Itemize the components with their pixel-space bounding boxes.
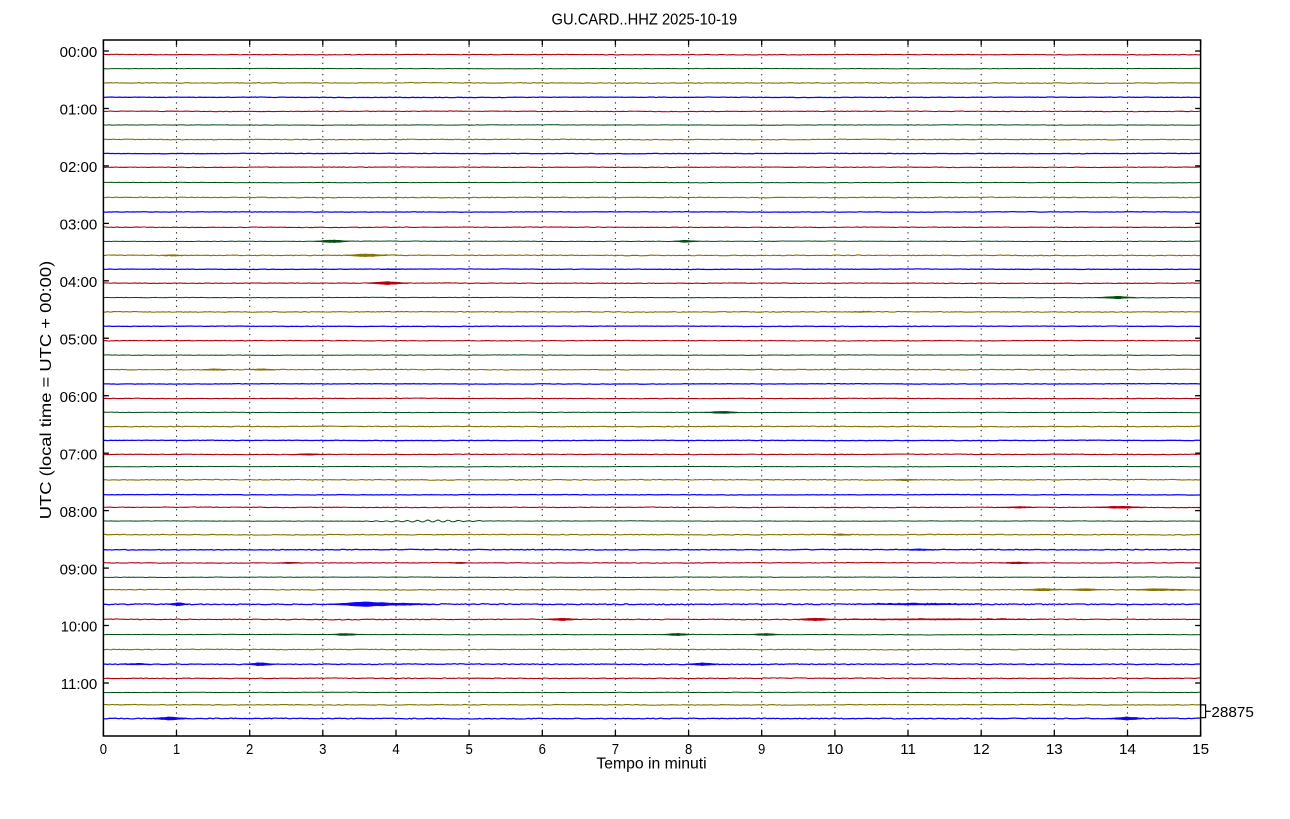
svg-text:09:00: 09:00 bbox=[60, 561, 98, 578]
svg-text:01:00: 01:00 bbox=[60, 102, 98, 119]
svg-text:14: 14 bbox=[1119, 741, 1136, 758]
svg-text:8: 8 bbox=[685, 741, 692, 758]
svg-text:08:00: 08:00 bbox=[60, 504, 98, 521]
svg-text:13: 13 bbox=[1046, 741, 1063, 758]
svg-text:00:00: 00:00 bbox=[60, 44, 98, 61]
svg-text:2: 2 bbox=[246, 741, 253, 758]
svg-text:15: 15 bbox=[1192, 741, 1209, 758]
svg-text:GU.CARD..HHZ 2025-10-19: GU.CARD..HHZ 2025-10-19 bbox=[552, 12, 738, 29]
svg-text:05:00: 05:00 bbox=[60, 331, 98, 348]
svg-text:UTC (local time = UTC + 00:00): UTC (local time = UTC + 00:00) bbox=[38, 261, 55, 520]
svg-text:10:00: 10:00 bbox=[61, 619, 98, 636]
svg-text:06:00: 06:00 bbox=[60, 389, 98, 406]
svg-text:11: 11 bbox=[900, 741, 916, 758]
svg-text:07:00: 07:00 bbox=[60, 446, 98, 463]
svg-text:28875: 28875 bbox=[1211, 704, 1254, 721]
svg-text:9: 9 bbox=[758, 741, 765, 758]
svg-text:4: 4 bbox=[392, 741, 399, 758]
svg-text:0: 0 bbox=[100, 741, 107, 758]
svg-text:1: 1 bbox=[173, 741, 180, 758]
svg-text:5: 5 bbox=[465, 741, 472, 758]
svg-text:11:00: 11:00 bbox=[61, 676, 98, 693]
svg-text:12: 12 bbox=[973, 741, 990, 758]
svg-text:6: 6 bbox=[539, 741, 546, 758]
svg-text:3: 3 bbox=[319, 741, 326, 758]
svg-text:04:00: 04:00 bbox=[60, 274, 98, 291]
svg-text:Tempo in minuti: Tempo in minuti bbox=[596, 756, 706, 773]
svg-text:10: 10 bbox=[826, 741, 843, 758]
svg-text:7: 7 bbox=[612, 741, 619, 758]
svg-text:03:00: 03:00 bbox=[60, 217, 98, 234]
svg-text:02:00: 02:00 bbox=[60, 159, 98, 176]
